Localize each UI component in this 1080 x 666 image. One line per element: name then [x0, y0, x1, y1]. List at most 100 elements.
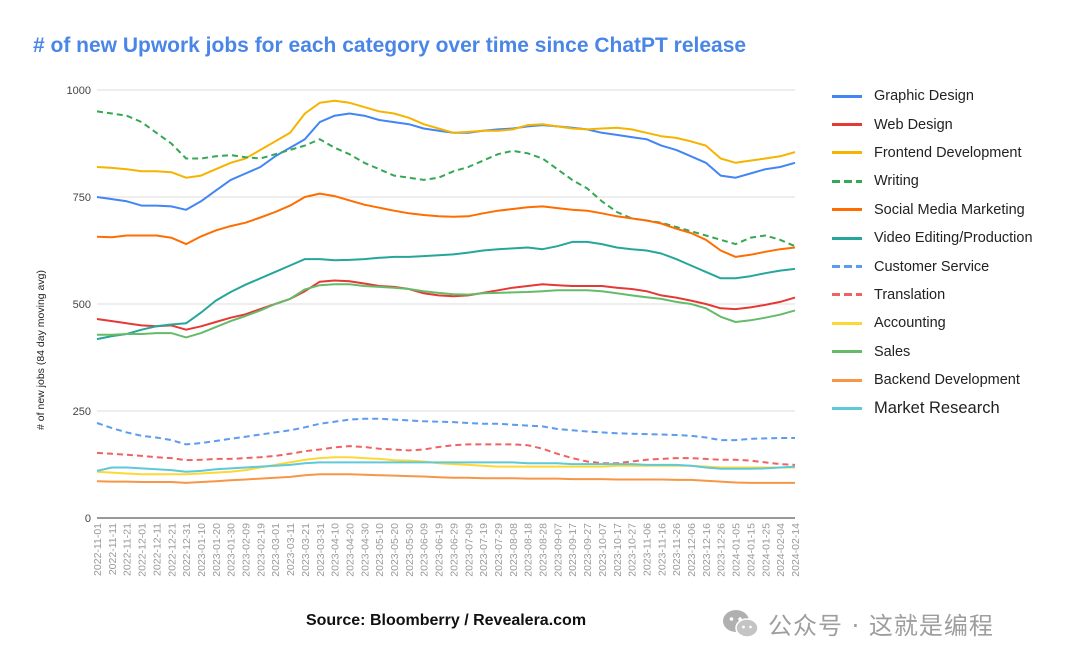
x-tick-label: 2023-08-28 — [538, 523, 550, 577]
x-tick-label: 2023-11-06 — [641, 523, 653, 576]
x-tick-label: 2023-12-06 — [686, 523, 698, 577]
legend-label: Backend Development — [874, 372, 1020, 389]
series-line-sales — [97, 283, 796, 339]
watermark: 公众号 · 这就是编程 — [722, 606, 994, 641]
x-tick-label: 2023-07-19 — [478, 523, 490, 577]
x-tick-label: 2023-10-07 — [597, 523, 609, 577]
x-tick-label: 2023-06-29 — [448, 523, 460, 577]
legend-item: Social Media Marketing — [832, 196, 1033, 224]
y-tick-label: 750 — [73, 192, 91, 204]
legend-label: Accounting — [874, 315, 946, 332]
legend-swatch — [832, 378, 862, 382]
x-tick-label: 2022-11-21 — [122, 523, 134, 576]
series-line-customer-service — [96, 417, 795, 446]
legend-label: Writing — [874, 173, 919, 190]
x-tick-label: 2023-01-10 — [196, 523, 208, 577]
x-tick-label: 2023-05-20 — [389, 523, 401, 577]
y-tick-label: 500 — [73, 299, 91, 311]
x-tick-label: 2023-02-19 — [255, 523, 267, 577]
x-tick-label: 2023-04-30 — [359, 523, 371, 577]
x-tick-label: 2022-12-11 — [151, 523, 163, 576]
x-tick-label: 2023-03-31 — [315, 523, 327, 577]
legend-item: Video Editing/Production — [832, 224, 1033, 252]
x-tick-label: 2023-11-16 — [656, 523, 668, 576]
legend-swatch — [832, 350, 862, 354]
wechat-icon — [723, 609, 759, 638]
legend-swatch — [832, 293, 862, 297]
legend-swatch — [832, 94, 862, 98]
legend-swatch — [832, 321, 862, 325]
x-tick-label: 2023-09-27 — [582, 523, 594, 577]
y-axis-label: # of new jobs (84 day moving avg) — [35, 270, 47, 430]
series-line-translation — [96, 443, 796, 466]
series-line-graphic-design — [96, 112, 796, 211]
x-tick-label: 2023-06-19 — [434, 523, 446, 577]
legend-swatch — [832, 236, 862, 240]
x-tick-label: 2024-01-05 — [731, 523, 743, 577]
legend-label: Video Editing/Production — [874, 230, 1033, 247]
series-line-writing — [96, 110, 796, 248]
x-tick-label: 2023-07-29 — [493, 523, 505, 577]
legend-label: Translation — [874, 286, 946, 303]
x-tick-label: 2023-09-17 — [567, 523, 579, 577]
x-tick-label: 2022-11-01 — [92, 523, 104, 576]
legend-swatch — [832, 151, 862, 155]
series-lines — [96, 99, 796, 484]
x-tick-label: 2023-03-21 — [300, 523, 312, 577]
x-tick-label: 2023-04-10 — [330, 523, 342, 577]
legend-item: Market Research — [832, 394, 1033, 422]
legend-item: Sales — [832, 338, 1033, 366]
x-tick-label: 2023-08-18 — [523, 523, 535, 577]
x-tick-labels: 2022-11-01 2022-11-11 2022-11-21 2022-12-01… — [92, 523, 802, 577]
x-tick-label: 2023-03-01 — [270, 523, 282, 577]
legend-label: Graphic Design — [874, 88, 974, 105]
legend-label: Web Design — [874, 116, 953, 133]
legend-swatch — [832, 123, 862, 127]
x-tick-label: 2023-11-26 — [671, 523, 683, 576]
series-line-market-research — [96, 461, 796, 473]
x-tick-label: 2023-02-09 — [241, 523, 253, 577]
x-tick-label: 2023-06-09 — [419, 523, 431, 577]
legend-item: Translation — [832, 281, 1033, 309]
x-tick-label: 2022-12-21 — [166, 523, 178, 577]
x-tick-label: 2022-12-01 — [137, 523, 149, 577]
x-tick-label: 2024-02-14 — [790, 523, 802, 577]
legend-swatch — [832, 208, 862, 212]
legend-swatch — [832, 406, 862, 410]
x-tick-label: 2023-08-08 — [508, 523, 520, 577]
x-tick-label: 2023-01-20 — [211, 523, 223, 577]
series-line-frontend-development — [96, 99, 796, 179]
legend-item: Backend Development — [832, 366, 1033, 394]
watermark-text: 公众号 · 这就是编程 — [768, 612, 994, 640]
legend-item: Graphic Design — [832, 82, 1033, 110]
legend-item: Frontend Development — [832, 139, 1033, 167]
y-tick-label: 1000 — [67, 85, 91, 97]
series-line-backend-development — [96, 473, 795, 484]
legend-item: Writing — [832, 167, 1033, 195]
x-tick-label: 2023-05-10 — [374, 523, 386, 577]
series-line-video-editing-production — [96, 240, 796, 341]
legend-swatch — [832, 179, 862, 183]
series-line-social-media-marketing — [96, 192, 796, 258]
legend-label: Frontend Development — [874, 144, 1022, 161]
x-tick-label: 2024-01-15 — [745, 523, 757, 577]
chart-title: # of new Upwork jobs for each category o… — [33, 34, 747, 57]
legend-label: Sales — [874, 343, 911, 360]
legend-item: Customer Service — [832, 252, 1033, 280]
legend-item: Accounting — [832, 309, 1033, 337]
x-tick-label: 2023-12-26 — [716, 523, 728, 577]
x-tick-label: 2023-01-30 — [226, 523, 238, 577]
source-note: Source: Bloomberry / Revealera.com — [305, 612, 587, 629]
x-tick-label: 2023-03-11 — [285, 523, 297, 576]
legend: Graphic Design Web Design Frontend Develop… — [832, 82, 1033, 423]
x-tick-label: 2023-04-20 — [344, 523, 356, 577]
x-tick-label: 2023-07-09 — [463, 523, 475, 577]
legend-label: Social Media Marketing — [874, 201, 1025, 218]
legend-swatch — [832, 265, 862, 269]
x-tick-label: 2023-09-07 — [552, 523, 564, 577]
x-tick-label: 2023-10-17 — [612, 523, 624, 577]
series-line-web-design — [96, 279, 796, 331]
legend-label: Market Research — [874, 398, 1000, 417]
x-tick-label: 2024-01-25 — [760, 523, 772, 577]
